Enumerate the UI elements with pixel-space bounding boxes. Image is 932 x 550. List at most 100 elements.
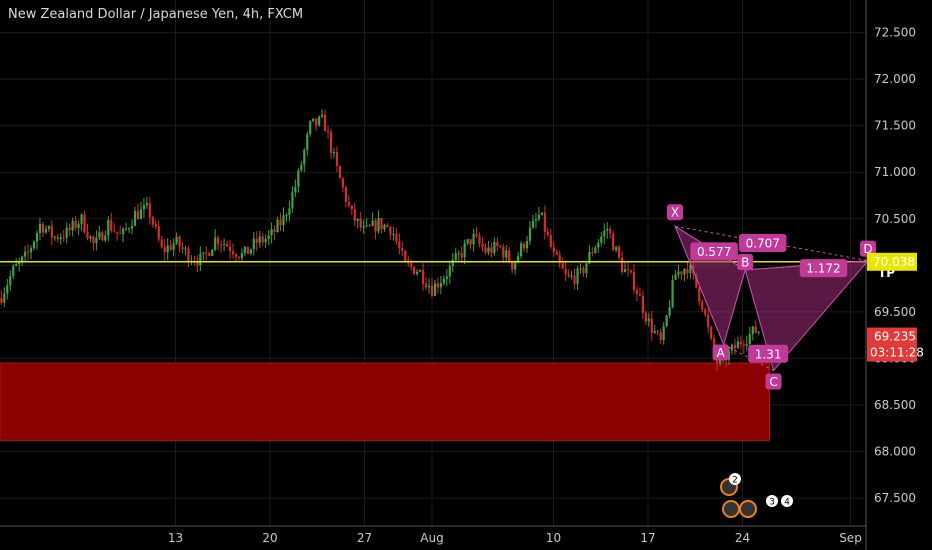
candle-body <box>136 210 140 219</box>
y-tick-label: 67.500 <box>874 491 916 505</box>
candle-body <box>698 287 701 302</box>
candle-body <box>549 235 552 248</box>
candle-body <box>567 273 570 277</box>
candle-body <box>53 236 56 238</box>
candle-body <box>0 297 3 303</box>
candle-body <box>154 224 157 227</box>
candle-body <box>371 220 374 226</box>
candle-body <box>276 219 279 232</box>
candle-body <box>273 229 276 232</box>
candle-body <box>442 279 445 284</box>
candle-body <box>436 283 440 288</box>
candle-body <box>145 203 148 206</box>
candle-body <box>175 236 178 244</box>
candle-body <box>597 242 600 248</box>
event-flag-icon <box>722 500 740 518</box>
candle-body <box>656 331 659 333</box>
candle-body <box>133 210 137 226</box>
candle-body <box>264 238 267 243</box>
event-count-bg <box>781 495 793 507</box>
candle-body <box>261 236 264 243</box>
candle-body <box>413 266 416 275</box>
x-tick-label: 10 <box>546 531 561 545</box>
x-tick-label: 17 <box>640 531 655 545</box>
ratio-label-text: 0.707 <box>746 236 780 250</box>
countdown-text: 03:11:28 <box>870 346 924 360</box>
candle-body <box>742 344 745 346</box>
candle-body <box>472 233 475 245</box>
candle-body <box>318 116 321 126</box>
candle-body <box>745 344 748 346</box>
candle-body <box>12 265 15 277</box>
candle-body <box>139 209 143 219</box>
candle-body <box>659 332 662 341</box>
candle-body <box>332 152 336 154</box>
candle-body <box>671 279 674 308</box>
candle-body <box>751 326 754 335</box>
candle-body <box>484 247 487 253</box>
candle-body <box>92 236 95 244</box>
candle-body <box>300 164 303 171</box>
candle-body <box>41 223 45 233</box>
candle-body <box>517 256 520 263</box>
candle-body <box>514 262 517 270</box>
candle-body <box>615 246 618 251</box>
candle-body <box>561 263 564 269</box>
candle-body <box>543 212 546 233</box>
ratio-label: 1.31 <box>748 344 789 363</box>
candle-body <box>359 218 362 228</box>
x-tick-label: Sep <box>839 531 862 545</box>
point-label-text: A <box>716 346 725 360</box>
candle-body <box>181 247 184 249</box>
candle-body <box>374 220 377 232</box>
candle-body <box>163 247 166 253</box>
candle-body <box>130 225 134 229</box>
candle-body <box>534 219 538 221</box>
candle-body <box>395 233 398 242</box>
candle-body <box>18 261 21 265</box>
candle-body <box>315 118 318 126</box>
candle-body <box>520 243 523 257</box>
point-label-bg <box>712 344 729 361</box>
candle-body <box>466 239 469 244</box>
candle-body <box>454 253 457 260</box>
ratio-label-bg <box>748 344 789 363</box>
candle-body <box>199 253 202 266</box>
candle-body <box>623 269 627 273</box>
candle-body <box>448 266 451 277</box>
candle-body <box>522 243 526 249</box>
event-marker: 2 <box>720 473 741 496</box>
candle-body <box>701 301 704 310</box>
event-markers: 2 3 4 <box>720 473 793 518</box>
candle-body <box>380 218 383 230</box>
candle-body <box>208 252 211 256</box>
candle-body <box>674 274 677 280</box>
candle-body <box>77 223 80 229</box>
candle-body <box>169 245 172 250</box>
event-count-bg <box>766 495 778 507</box>
point-label-text: X <box>671 206 679 220</box>
candle-body <box>110 220 113 231</box>
candle-body <box>160 239 163 248</box>
candle-body <box>329 131 333 154</box>
candle-body <box>570 275 573 277</box>
candle-body <box>383 224 386 230</box>
candle-body <box>683 269 686 275</box>
candle-body <box>104 235 107 241</box>
last-price-badge <box>867 327 917 362</box>
candle-body <box>695 273 698 288</box>
candle-body <box>249 249 252 254</box>
candles <box>0 109 760 371</box>
event-count-text: 4 <box>784 498 790 508</box>
candle-body <box>644 312 647 322</box>
candle-body <box>594 247 597 253</box>
candle-body <box>356 218 359 221</box>
candle-body <box>338 166 342 179</box>
ratio-label-bg <box>690 242 738 261</box>
candle-body <box>757 331 760 333</box>
candle-body <box>430 285 434 296</box>
candle-body <box>113 230 116 232</box>
ratio-label: 0.577 <box>690 242 738 261</box>
candle-body <box>427 285 431 288</box>
